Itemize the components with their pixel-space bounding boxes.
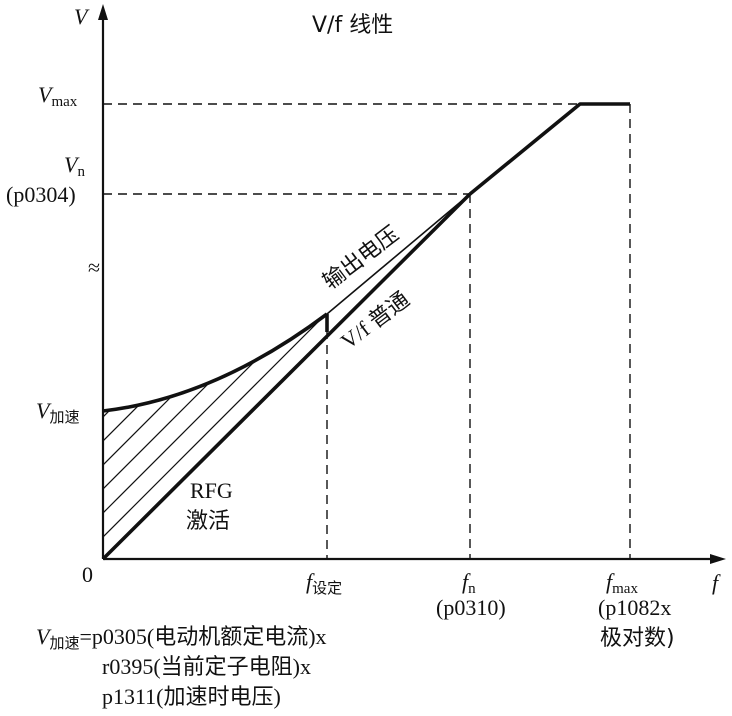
rfg-label: RFG	[190, 478, 233, 503]
fmax-param-line2: 极对数)	[600, 626, 675, 651]
output-voltage-label: 输出电压	[319, 222, 404, 295]
fset-label: f设定	[306, 569, 342, 597]
y-axis-label: V	[74, 4, 90, 29]
vn-param: (p0304)	[6, 182, 76, 207]
fmax-label: fmax	[606, 569, 638, 597]
chart-title: V/f 线性	[312, 13, 393, 38]
x-axis-arrow	[710, 554, 726, 564]
origin-label: 0	[82, 562, 93, 587]
output-voltage-curve	[102, 312, 329, 413]
fmax-param-line1: (p1082x	[598, 595, 671, 620]
output-voltage-line	[326, 193, 471, 315]
vf-linear-line	[101, 192, 472, 561]
formula-line1: V加速=p0305(电动机额定电流)x	[36, 624, 327, 652]
fn-param: (p0310)	[436, 595, 506, 620]
x-axis-label: f	[712, 570, 721, 595]
vmax-label: Vmax	[38, 82, 78, 110]
vn-label: Vn	[64, 152, 85, 180]
axis-break-mark: ≈	[88, 255, 100, 280]
y-axis-arrow	[98, 4, 108, 20]
fn-label: fn	[462, 569, 476, 597]
formula-line3: p1311(加速时电压)	[102, 684, 281, 709]
rfg-active-label: 激活	[186, 509, 230, 534]
vboost-label: V加速	[36, 398, 79, 426]
formula-line2: r0395(当前定子电阻)x	[102, 654, 311, 679]
vmax-plateau	[468, 102, 630, 196]
